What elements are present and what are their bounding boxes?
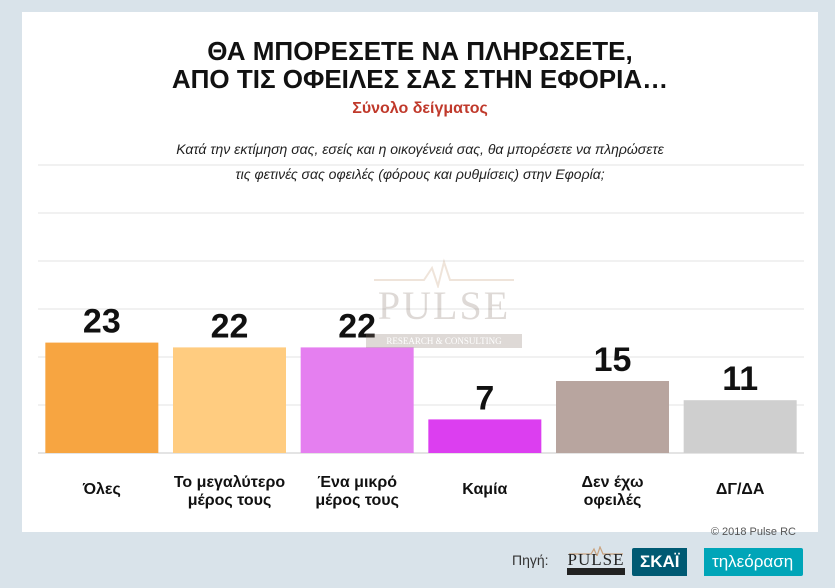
bar	[683, 400, 797, 453]
category-label: ΔΓ/ΔΑ	[716, 481, 765, 498]
pulse-logo-bar	[567, 568, 625, 575]
bar	[556, 381, 669, 453]
pulse-logo-text: PULSE	[567, 550, 625, 569]
data-label: 22	[211, 307, 249, 345]
data-label: 15	[594, 341, 632, 379]
bar	[173, 347, 286, 453]
bar	[428, 419, 542, 453]
watermark-sub: RESEARCH & CONSULTING	[366, 334, 522, 348]
source-label: Πηγή:	[512, 552, 549, 568]
category-label: Δεν έχω	[581, 474, 643, 491]
pulse-logo-heartbeat-icon	[569, 546, 623, 556]
watermark-name: PULSE	[377, 283, 511, 328]
pulse-heartbeat-icon	[374, 258, 514, 288]
chart-title-line1: ΘΑ ΜΠΟΡΕΣΕΤΕ ΝΑ ΠΛΗΡΩΣΕΤΕ,	[207, 36, 633, 66]
category-label: οφειλές	[584, 492, 642, 509]
category-label: Καμία	[462, 481, 507, 498]
data-label: 11	[722, 360, 758, 398]
copyright-text: © 2018 Pulse RC	[710, 526, 796, 538]
question-line2: τις φετινές σας οφειλές (φόρους και ρυθμ…	[235, 166, 605, 182]
category-label: Όλες	[82, 481, 121, 498]
data-label: 23	[83, 303, 121, 341]
pulse-watermark: PULSE RESEARCH & CONSULTING	[364, 258, 524, 354]
category-label: Το μεγαλύτερο	[174, 474, 286, 491]
data-label: 22	[338, 307, 376, 345]
chart-title-line2: ΑΠΟ ΤΙΣ ΟΦΕΙΛΕΣ ΣΑΣ ΣΤΗΝ ΕΦΟΡΙΑ…	[171, 64, 669, 94]
chart-subtitle: Σύνολο δείγματος	[352, 100, 488, 117]
data-label: 7	[475, 379, 494, 417]
chart-card: ΘΑ ΜΠΟΡΕΣΕΤΕ ΝΑ ΠΛΗΡΩΣΕΤΕ, ΑΠΟ ΤΙΣ ΟΦΕΙΛ…	[22, 12, 818, 538]
pulse-logo: PULSE	[565, 546, 627, 576]
bar	[45, 342, 159, 453]
category-label: μέρος τους	[188, 492, 272, 509]
bar	[300, 347, 414, 453]
question-line1: Κατά την εκτίμηση σας, εσείς και η οικογ…	[176, 141, 664, 157]
category-label: μέρος τους	[315, 492, 399, 509]
category-label: Ένα μικρό	[317, 474, 397, 491]
skai-logo: ΣΚΑΪ	[632, 548, 688, 576]
skai-tv-label: τηλεόραση	[704, 548, 804, 576]
